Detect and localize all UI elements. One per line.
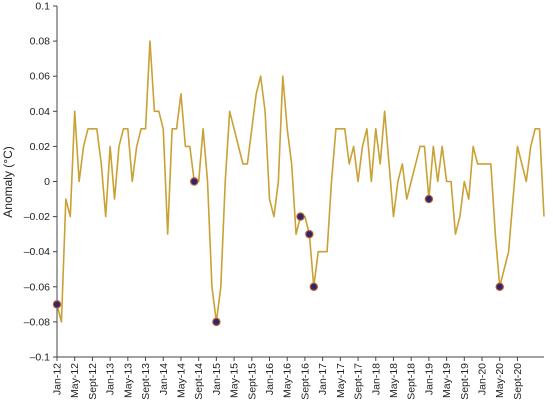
x-tick-label: May-14 (175, 363, 187, 398)
series-line (56, 40, 545, 323)
data-point-marker (52, 300, 62, 309)
data-point-marker (495, 282, 504, 291)
y-axis-title: Anomaly (°C) (1, 146, 15, 217)
data-point-marker (424, 194, 434, 204)
x-tick-label: Jan-17 (317, 363, 329, 395)
x-tick-label: May-12 (69, 363, 81, 398)
x-tick-label: Sept-19 (459, 363, 471, 400)
x-tick-label: Jan-20 (477, 363, 489, 395)
x-tick-label: Jan-18 (370, 363, 382, 395)
x-tick-label: Sept-16 (299, 363, 311, 400)
y-ticks: 0.1 0.08 0.06 0.04 0.02 0 –0.02 –0.04 –0.06 –0.08… (24, 1, 57, 364)
x-tick-label: Sept-20 (512, 363, 524, 400)
x-ticks: Jan-12 May-12 Sept-12 Jan-13 May-13 Sept-13 Ja… (52, 357, 524, 400)
x-tick-label: Jan-15 (211, 363, 223, 395)
x-tick-label: Jan-13 (105, 363, 117, 395)
x-tick-label: Sept-13 (140, 363, 152, 400)
y-tick-label: 0.06 (30, 71, 51, 83)
x-tick-label: May-13 (122, 363, 134, 398)
x-tick-label: Sept-18 (406, 363, 418, 400)
x-tick-label: Sept-14 (193, 363, 205, 400)
y-tick-label: –0.06 (24, 281, 50, 293)
data-point-marker (190, 177, 199, 186)
data-point-marker (309, 282, 318, 291)
axes: 0.1 0.08 0.06 0.04 0.02 0 –0.02 –0.04 –0.06 –0.08… (24, 1, 544, 400)
x-tick-label: May-20 (494, 363, 506, 398)
data-point-marker (296, 212, 305, 221)
y-tick-label: 0.1 (35, 1, 50, 13)
y-tick-label: –0.02 (24, 211, 50, 223)
x-tick-label: May-17 (335, 363, 347, 398)
plot-area (52, 40, 545, 327)
y-tick-label: –0.04 (24, 246, 50, 258)
y-tick-label: 0.02 (30, 141, 51, 153)
x-tick-label: May-15 (229, 363, 241, 398)
y-tick-label: 0 (44, 176, 50, 188)
y-tick-label: –0.08 (24, 316, 50, 328)
x-tick-label: Jan-14 (158, 363, 170, 395)
x-tick-label: May-16 (282, 363, 294, 398)
x-tick-label: Jan-16 (264, 363, 276, 395)
data-point-marker (212, 317, 221, 327)
x-tick-label: May-19 (441, 363, 453, 398)
x-tick-label: Sept-15 (246, 363, 258, 400)
x-tick-label: Jan-19 (423, 363, 435, 395)
x-tick-label: Jan-12 (52, 363, 64, 395)
x-tick-label: May-18 (388, 363, 400, 398)
data-point-marker (305, 229, 314, 239)
y-tick-label: 0.08 (30, 36, 51, 48)
y-tick-label: –0.1 (30, 352, 51, 364)
x-tick-label: Sept-12 (87, 363, 99, 400)
x-tick-label: Sept-17 (353, 363, 365, 400)
y-tick-label: 0.04 (30, 106, 51, 118)
